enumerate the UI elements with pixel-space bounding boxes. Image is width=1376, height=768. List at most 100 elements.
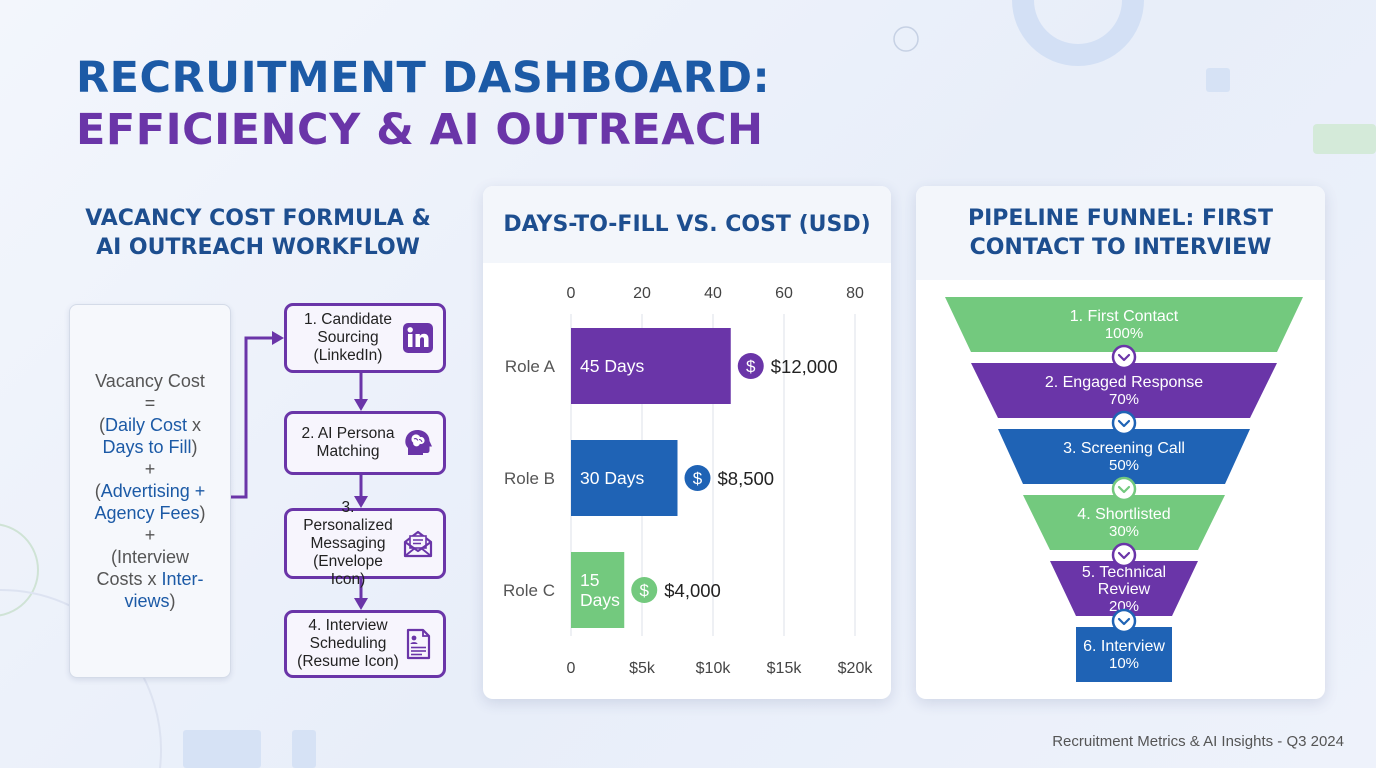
workflow-step-ai-matching: 2. AI Persona Matching bbox=[284, 411, 446, 475]
vacancy-cost-formula: Vacancy Cost = (Daily Cost x Days to Fill) +… bbox=[94, 370, 205, 612]
formula-operator: ) bbox=[169, 591, 176, 611]
chevron-down-icon bbox=[1111, 476, 1137, 502]
resume-icon bbox=[401, 627, 435, 661]
chevron-down-icon bbox=[1111, 542, 1137, 568]
funnel-stage-percent: 30% bbox=[1109, 523, 1139, 540]
funnel-title-line-1: PIPELINE FUNNEL: FIRST bbox=[968, 206, 1273, 231]
formula-operator: x bbox=[187, 415, 202, 435]
deco-left-circle bbox=[0, 523, 39, 617]
dollar-symbol: $ bbox=[746, 357, 756, 376]
funnel-stage bbox=[971, 363, 1277, 418]
dollar-badge-icon bbox=[737, 353, 764, 379]
top-axis-tick-label: 20 bbox=[633, 285, 651, 302]
days-to-fill-chart-card: DAYS-TO-FILL VS. COST (USD) 0 20 40 60 80 0 $5… bbox=[483, 186, 891, 699]
top-axis-tick-label: 60 bbox=[775, 285, 793, 302]
top-axis-tick-label: 40 bbox=[704, 285, 722, 302]
step-label: 3. Personalized Messaging (Envelope Icon… bbox=[303, 498, 393, 588]
formula-line: + bbox=[94, 524, 205, 546]
cost-label: $12,000 bbox=[771, 356, 838, 377]
formula-operator: ( bbox=[94, 481, 101, 501]
formula-line: = bbox=[94, 392, 205, 414]
step-label: 1. Candidate Sourcing (LinkedIn) bbox=[304, 311, 392, 364]
linkedin-icon bbox=[401, 321, 435, 355]
workflow-step-messaging: 3. Personalized Messaging (Envelope Icon… bbox=[284, 499, 446, 588]
funnel-stage-label: 2. Engaged Response bbox=[1045, 374, 1203, 391]
dashboard-title: RECRUITMENT DASHBOARD: EFFICIENCY & AI O… bbox=[76, 52, 770, 156]
bar-role-a bbox=[571, 328, 731, 404]
funnel-chart-title: PIPELINE FUNNEL: FIRST CONTACT TO INTERV… bbox=[916, 186, 1325, 280]
title-line-2: EFFICIENCY & AI OUTREACH bbox=[76, 105, 764, 155]
formula-variable: Advertising + bbox=[100, 481, 206, 501]
chevron-down-icon bbox=[1111, 410, 1137, 436]
funnel-stage-label: 6. Interview bbox=[1083, 638, 1165, 655]
bar-value-label: 15 Days bbox=[580, 570, 620, 610]
bar-role-b bbox=[571, 440, 678, 516]
funnel-stage-label: 5. Technical bbox=[1082, 564, 1166, 581]
bottom-axis-tick-label: $5k bbox=[629, 660, 656, 677]
funnel-stage-percent: 70% bbox=[1109, 391, 1139, 408]
formula-operator: ) bbox=[191, 437, 198, 457]
envelope-icon bbox=[401, 527, 435, 561]
funnel-stage bbox=[1023, 495, 1225, 550]
bottom-axis-tick-label: $20k bbox=[838, 660, 874, 677]
deco-bottom-block-2 bbox=[292, 730, 316, 768]
funnel-stage-label: 4. Shortlisted bbox=[1077, 506, 1170, 523]
funnel-stage-label: 1. First Contact bbox=[1070, 308, 1179, 325]
top-axis-tick-label: 80 bbox=[846, 285, 864, 302]
formula-line: (Advertising + bbox=[94, 480, 206, 502]
bottom-axis-tick-label: $10k bbox=[696, 660, 732, 677]
bar-chart-title: DAYS-TO-FILL VS. COST (USD) bbox=[483, 186, 891, 263]
formula-line: Vacancy Cost bbox=[94, 370, 205, 392]
funnel-stage-percent: 20% bbox=[1109, 598, 1139, 615]
dollar-symbol: $ bbox=[640, 581, 650, 600]
formula-variable: Days to Fill bbox=[102, 437, 192, 457]
formula-line: Costs x Inter- bbox=[94, 568, 205, 590]
funnel-stage-label: 3. Screening Call bbox=[1063, 440, 1185, 457]
bar-value-label: 45 Days bbox=[580, 356, 644, 376]
formula-operator: = bbox=[144, 393, 156, 413]
formula-operator: + bbox=[144, 525, 156, 545]
step-label: 2. AI Persona Matching bbox=[301, 425, 395, 460]
formula-to-step-connector bbox=[231, 336, 274, 499]
formula-line: Days to Fill) bbox=[94, 436, 205, 458]
workflow-step-scheduling: 4. Interview Scheduling (Resume Icon) bbox=[284, 610, 446, 678]
deco-green-bar bbox=[1313, 124, 1376, 154]
funnel-stage bbox=[998, 429, 1250, 484]
chevron-down-icon bbox=[1111, 344, 1137, 370]
bottom-axis-tick-label: $15k bbox=[767, 660, 803, 677]
formula-operator: Costs x bbox=[96, 569, 162, 589]
deco-ring-arc bbox=[1012, 0, 1144, 66]
formula-line: + bbox=[94, 458, 205, 480]
bar-role-c bbox=[571, 552, 625, 628]
formula-operator: (Interview bbox=[110, 547, 190, 567]
funnel-stage-percent: 100% bbox=[1105, 325, 1143, 342]
category-label: Role C bbox=[503, 581, 555, 600]
brain-head-icon bbox=[401, 426, 435, 460]
formula-operator: ( bbox=[98, 415, 105, 435]
cost-label: $8,500 bbox=[718, 468, 775, 489]
formula-operator: ) bbox=[199, 503, 206, 523]
formula-line: (Interview bbox=[94, 546, 205, 568]
funnel-stage bbox=[1076, 627, 1172, 682]
workflow-heading-line-2: AI OUTREACH WORKFLOW bbox=[96, 235, 420, 260]
formula-operator: + bbox=[144, 459, 156, 479]
connector-arrowhead bbox=[272, 331, 284, 345]
formula-variable: Inter- bbox=[161, 569, 204, 589]
top-axis-tick-label: 0 bbox=[567, 285, 576, 302]
days-to-fill-bar-chart: 0 20 40 60 80 0 $5k $10k $15k $20k Role A 45 Days $ $… bbox=[503, 285, 874, 677]
formula-variable: Agency Fees bbox=[94, 503, 200, 523]
chevron-down-icon bbox=[1111, 608, 1137, 634]
workflow-step-sourcing: 1. Candidate Sourcing (LinkedIn) bbox=[284, 303, 446, 373]
workflow-heading-line-1: VACANCY COST FORMULA & bbox=[85, 206, 431, 231]
deco-small-ring bbox=[893, 26, 919, 52]
formula-line: Agency Fees) bbox=[94, 502, 205, 524]
dollar-badge-icon bbox=[684, 465, 711, 491]
title-line-1: RECRUITMENT DASHBOARD: bbox=[76, 53, 771, 103]
step-label: 4. Interview Scheduling (Resume Icon) bbox=[297, 617, 399, 670]
funnel-stage-percent: 50% bbox=[1109, 457, 1139, 474]
dollar-badge-icon bbox=[631, 577, 658, 603]
step-arrows bbox=[354, 373, 368, 610]
pipeline-funnel-card: PIPELINE FUNNEL: FIRST CONTACT TO INTERV… bbox=[916, 186, 1325, 699]
